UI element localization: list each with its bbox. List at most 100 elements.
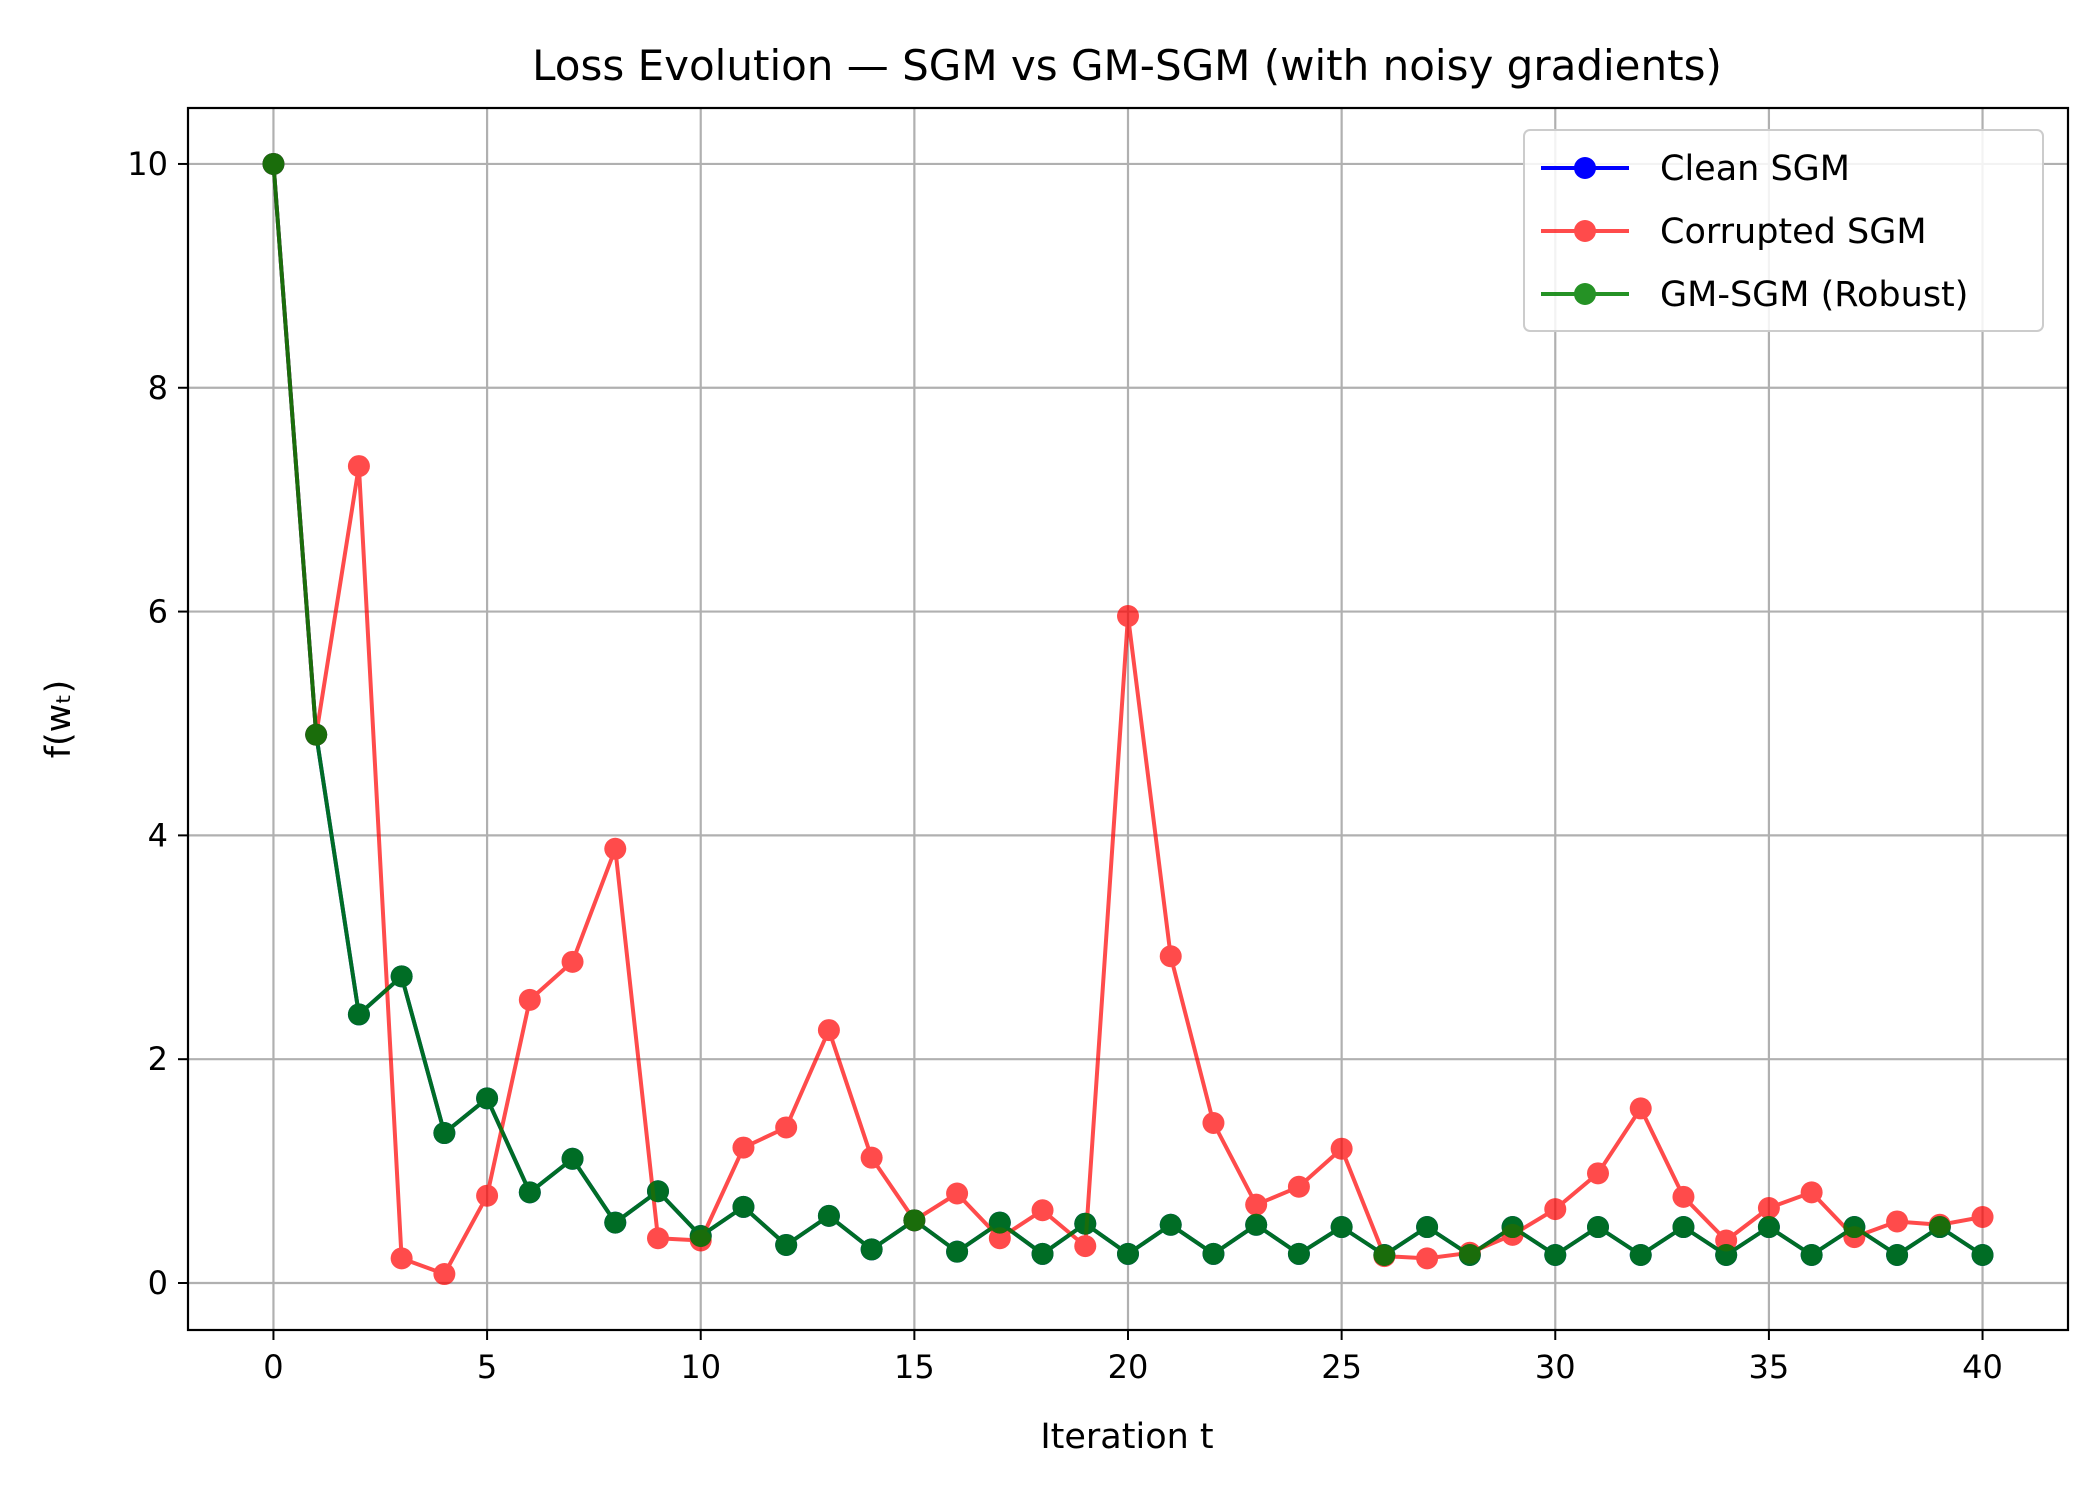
legend-marker (1574, 220, 1596, 242)
data-point-gm-sgm-robust (1587, 1216, 1609, 1239)
data-point-corrupted-sgm (604, 837, 627, 860)
data-point-corrupted-sgm (732, 1136, 755, 1159)
data-point-corrupted-sgm (518, 988, 541, 1011)
data-point-corrupted-sgm (647, 1227, 669, 1250)
data-point-gm-sgm-robust (1843, 1216, 1866, 1239)
y-axis-label: f(wₜ) (39, 680, 79, 759)
legend-label: GM-SGM (Robust) (1660, 275, 1968, 315)
data-point-gm-sgm-robust (1074, 1212, 1097, 1235)
y-tick-label: 10 (127, 145, 168, 183)
data-point-gm-sgm-robust (1800, 1244, 1823, 1267)
data-point-gm-sgm-robust (1544, 1244, 1567, 1267)
data-point-gm-sgm-robust (1501, 1216, 1524, 1239)
data-point-gm-sgm-robust (433, 1122, 456, 1145)
x-tick-label: 10 (680, 1348, 721, 1386)
data-point-gm-sgm-robust (1245, 1213, 1268, 1236)
data-point-gm-sgm-robust (561, 1147, 584, 1170)
data-point-gm-sgm-robust (1031, 1242, 1054, 1265)
axis-ticks: 0 5 10 15 20 25 30 35 40 0 2 4 6 8 10 (127, 145, 2003, 1386)
data-point-gm-sgm-robust (1886, 1244, 1909, 1267)
y-tick-label: 0 (148, 1264, 168, 1302)
data-point-corrupted-sgm (817, 1019, 840, 1042)
data-point-corrupted-sgm (1245, 1193, 1268, 1216)
x-tick-label: 5 (477, 1348, 497, 1386)
legend-swatch-corrupted-sgm (1541, 220, 1629, 242)
data-point-gm-sgm-robust (775, 1233, 798, 1256)
legend-swatch-clean-sgm (1541, 157, 1629, 179)
data-point-gm-sgm-robust (988, 1211, 1011, 1234)
y-tick-label: 6 (148, 593, 168, 631)
data-point-corrupted-sgm (1800, 1181, 1823, 1204)
data-point-gm-sgm-robust (1629, 1244, 1652, 1267)
legend-label: Clean SGM (1660, 149, 1850, 189)
data-point-corrupted-sgm (1117, 605, 1139, 628)
data-point-corrupted-sgm (1587, 1162, 1609, 1185)
x-tick-label: 40 (1962, 1348, 2003, 1386)
data-point-corrupted-sgm (476, 1184, 499, 1207)
legend-marker (1574, 157, 1596, 179)
data-point-corrupted-sgm (1074, 1235, 1097, 1258)
data-point-gm-sgm-robust (1117, 1242, 1139, 1265)
data-point-corrupted-sgm (1031, 1199, 1054, 1222)
data-point-corrupted-sgm (946, 1182, 969, 1205)
y-tick-label: 2 (148, 1040, 168, 1078)
legend-swatch-gm-sgm-robust (1541, 283, 1629, 305)
data-point-gm-sgm-robust (518, 1181, 541, 1204)
data-point-corrupted-sgm (1629, 1097, 1652, 1120)
data-point-gm-sgm-robust (1373, 1244, 1396, 1267)
data-point-corrupted-sgm (561, 950, 584, 973)
data-point-corrupted-sgm (1886, 1210, 1909, 1233)
data-point-corrupted-sgm (1202, 1111, 1225, 1134)
data-point-gm-sgm-robust (860, 1238, 883, 1261)
x-tick-label: 15 (894, 1348, 935, 1386)
data-point-corrupted-sgm (433, 1263, 456, 1286)
data-point-gm-sgm-robust (946, 1240, 969, 1263)
data-point-corrupted-sgm (1330, 1137, 1353, 1160)
legend: Clean SGM Corrupted SGM GM-SGM (Robust) (1523, 129, 2044, 332)
data-point-gm-sgm-robust (647, 1180, 669, 1203)
series-corrupted-sgm (262, 152, 1994, 1286)
data-point-corrupted-sgm (1757, 1197, 1780, 1220)
x-tick-label: 0 (263, 1348, 283, 1386)
x-tick-label: 25 (1321, 1348, 1362, 1386)
data-point-corrupted-sgm (860, 1146, 883, 1169)
x-tick-label: 35 (1749, 1348, 1790, 1386)
data-point-corrupted-sgm (347, 455, 370, 478)
legend-frame (1523, 129, 2044, 332)
data-point-corrupted-sgm (1287, 1175, 1310, 1198)
data-point-corrupted-sgm (775, 1116, 798, 1139)
data-point-gm-sgm-robust (347, 1003, 370, 1026)
x-axis-label: Iteration t (1040, 1417, 1213, 1457)
data-point-gm-sgm-robust (476, 1087, 499, 1110)
data-point-gm-sgm-robust (390, 965, 413, 988)
data-point-corrupted-sgm (1416, 1247, 1439, 1270)
series-group (262, 152, 1994, 1286)
data-point-gm-sgm-robust (604, 1211, 627, 1234)
data-point-gm-sgm-robust (1202, 1242, 1225, 1265)
data-point-corrupted-sgm (390, 1247, 413, 1270)
chart-title: Loss Evolution — SGM vs GM-SGM (with noi… (532, 41, 1722, 90)
x-tick-label: 30 (1535, 1348, 1576, 1386)
legend-label: Corrupted SGM (1660, 212, 1927, 252)
data-point-gm-sgm-robust (1928, 1216, 1951, 1239)
data-point-gm-sgm-robust (1416, 1216, 1439, 1239)
data-point-corrupted-sgm (1672, 1185, 1695, 1208)
data-point-gm-sgm-robust (689, 1225, 712, 1247)
data-point-gm-sgm-robust (817, 1204, 840, 1227)
data-point-gm-sgm-robust (305, 723, 328, 746)
data-point-gm-sgm-robust (1458, 1244, 1481, 1267)
data-point-gm-sgm-robust (1330, 1216, 1353, 1239)
data-point-corrupted-sgm (1544, 1198, 1567, 1221)
data-point-gm-sgm-robust (1672, 1216, 1695, 1239)
data-point-gm-sgm-robust (1159, 1213, 1182, 1236)
series-gm-sgm-robust (262, 152, 1994, 1267)
data-point-gm-sgm-robust (1971, 1244, 1994, 1267)
data-point-gm-sgm-robust (1757, 1216, 1780, 1239)
data-point-gm-sgm-robust (1287, 1242, 1310, 1265)
legend-marker (1574, 283, 1596, 305)
data-point-corrupted-sgm (1971, 1205, 1994, 1228)
y-tick-label: 4 (148, 816, 168, 854)
x-tick-label: 20 (1108, 1348, 1149, 1386)
y-tick-label: 8 (148, 369, 168, 407)
